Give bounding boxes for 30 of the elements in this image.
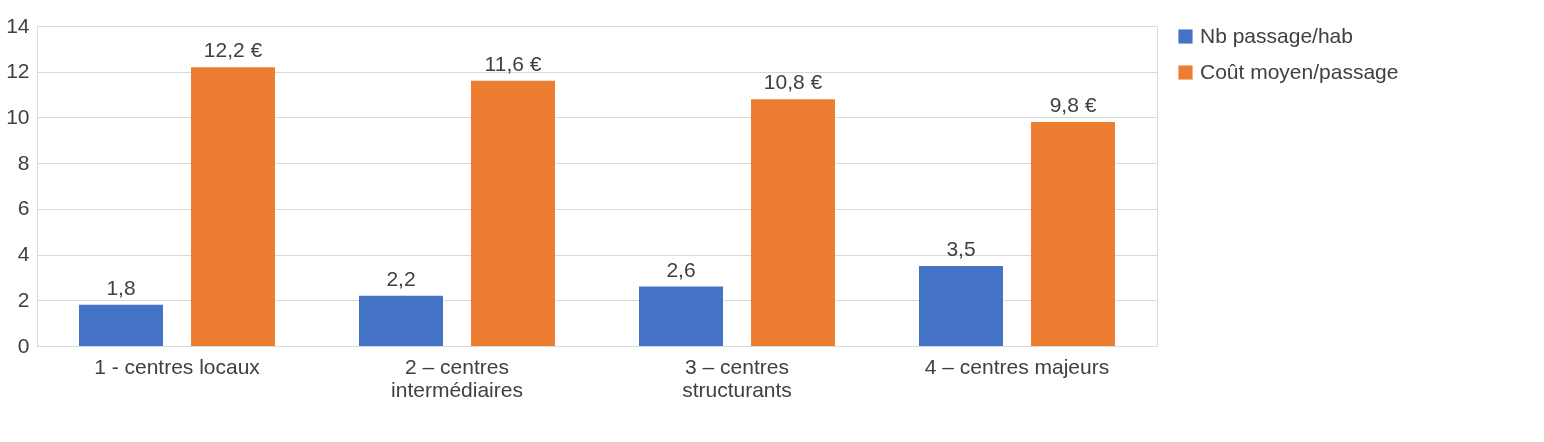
data-label: 1,8 (106, 275, 136, 299)
data-label: 3,5 (946, 237, 976, 260)
bar (359, 295, 443, 346)
bar (1031, 122, 1115, 346)
y-tick-label: 8 (17, 150, 30, 174)
data-label: 10,8 € (763, 70, 823, 94)
data-label: 11,6 € (484, 51, 542, 75)
y-tick-label: 14 (6, 13, 30, 37)
legend-label: Coût moyen/passage (1200, 59, 1399, 83)
bar (751, 99, 835, 346)
x-tick-label: 2 – centres intermédiaires (391, 354, 523, 401)
legend-label: Nb passage/hab (1200, 23, 1353, 47)
y-tick-label: 10 (6, 104, 30, 128)
y-tick-label: 4 (17, 242, 30, 266)
x-tick-label: 1 - centres locaux (94, 354, 261, 378)
data-label: 2,2 (386, 266, 416, 290)
data-label: 9,8 € (1049, 93, 1097, 116)
bar (919, 266, 1003, 346)
bar (639, 286, 723, 346)
data-label: 12,2 € (203, 38, 263, 62)
bar (471, 80, 555, 346)
y-tick-label: 2 (17, 287, 30, 311)
bar (191, 67, 275, 346)
data-label: 2,6 (666, 257, 696, 281)
y-tick-label: 12 (6, 59, 30, 83)
bar (79, 304, 163, 346)
y-tick-label: 0 (17, 333, 30, 357)
x-tick-label: 4 – centres majeurs (924, 354, 1110, 378)
y-tick-label: 6 (17, 196, 30, 220)
x-tick-label: 3 – centres structurants (682, 354, 792, 401)
